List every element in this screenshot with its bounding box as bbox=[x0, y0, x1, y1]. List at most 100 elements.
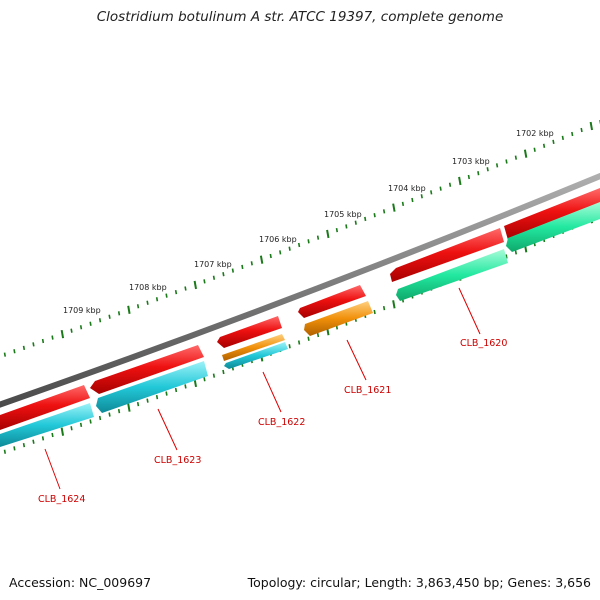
scale-tick-inner bbox=[203, 377, 206, 382]
scale-tick-outer bbox=[533, 147, 536, 152]
scale-tick-inner bbox=[51, 432, 54, 438]
label-line bbox=[44, 448, 61, 490]
cds-feature[interactable] bbox=[0, 403, 94, 447]
scale-tick-outer bbox=[288, 246, 291, 251]
cds-feature[interactable] bbox=[224, 342, 288, 369]
scale-tick-inner bbox=[41, 436, 45, 441]
scale-tick-outer bbox=[279, 250, 282, 255]
label-line bbox=[157, 408, 178, 451]
scale-tick-outer bbox=[561, 135, 564, 141]
cds-feature[interactable] bbox=[90, 345, 204, 394]
scale-tick-inner bbox=[316, 332, 320, 338]
gene-labels: CLB_1620 CLB_1621 CLB_1622 CLB_1623 CLB_… bbox=[38, 338, 507, 505]
scale-tick-inner bbox=[136, 401, 140, 407]
scale-tick-outer bbox=[193, 280, 198, 290]
scale-tick-outer bbox=[364, 216, 367, 222]
scale-tick-outer bbox=[70, 328, 73, 333]
gene-label-lines bbox=[44, 287, 481, 490]
scale-tick-outer bbox=[411, 197, 414, 203]
scale-tick-outer bbox=[392, 203, 396, 212]
scale-tick-outer bbox=[448, 182, 452, 187]
scale-tick-inner bbox=[3, 449, 7, 454]
scale-tick-outer bbox=[231, 268, 235, 273]
scale-tick-outer bbox=[439, 186, 442, 191]
scale-tick-outer bbox=[79, 325, 83, 330]
scale-tick-outer bbox=[136, 304, 140, 309]
scale-tick-outer bbox=[3, 352, 7, 357]
cds-feature[interactable] bbox=[304, 301, 373, 336]
cds-feature[interactable] bbox=[217, 316, 282, 348]
scale-tick-inner bbox=[32, 439, 35, 444]
scale-tick-inner bbox=[60, 427, 65, 436]
scale-tick-outer bbox=[108, 314, 111, 319]
scale-tick-outer bbox=[523, 149, 528, 158]
scale-tick-outer bbox=[203, 279, 206, 284]
scale-tick-inner bbox=[108, 412, 111, 417]
kbp-label-1706: 1706 kbp bbox=[259, 235, 297, 244]
scale-tick-outer bbox=[184, 286, 187, 291]
scale-tick-outer bbox=[589, 121, 594, 131]
scale-tick-outer bbox=[32, 342, 35, 347]
scale-tick-outer bbox=[571, 131, 574, 137]
scale-tick-outer bbox=[60, 329, 65, 339]
scale-tick-inner bbox=[222, 369, 225, 375]
scale-tick-outer bbox=[495, 163, 499, 168]
label-line bbox=[262, 371, 282, 413]
cds-feature[interactable] bbox=[222, 334, 285, 361]
kbp-label-1708: 1708 kbp bbox=[129, 283, 167, 292]
map-title: Clostridium botulinum A str. ATCC 19397,… bbox=[96, 9, 504, 25]
cds-feature[interactable] bbox=[96, 361, 208, 413]
scale-tick-outer bbox=[514, 155, 518, 160]
scale-tick-outer bbox=[22, 345, 26, 350]
scale-tick-outer bbox=[297, 242, 301, 248]
scale-tick-outer bbox=[430, 190, 433, 195]
cds-feature[interactable] bbox=[0, 385, 90, 430]
cds-feature[interactable] bbox=[390, 228, 504, 282]
scale-tick-outer bbox=[89, 321, 92, 326]
cds-feature[interactable] bbox=[504, 188, 600, 240]
scale-tick-inner bbox=[22, 442, 26, 448]
scale-tick-inner bbox=[288, 344, 291, 349]
kbp-label-1705: 1705 kbp bbox=[324, 210, 362, 219]
scale-tick-outer bbox=[486, 167, 489, 172]
kbp-label-1704: 1704 kbp bbox=[388, 184, 426, 193]
cds-feature[interactable] bbox=[298, 285, 366, 318]
scale-tick-outer bbox=[155, 297, 159, 302]
scale-tick-inner bbox=[127, 403, 131, 412]
label-line bbox=[458, 287, 481, 335]
scale-tick-inner bbox=[174, 387, 178, 393]
scale-tick-outer bbox=[382, 209, 386, 214]
scale-tick-outer bbox=[269, 253, 272, 259]
cds-feature[interactable] bbox=[506, 202, 600, 252]
gene-label-clb-1624[interactable]: CLB_1624 bbox=[38, 494, 85, 505]
scale-tick-outer bbox=[165, 293, 168, 298]
kbp-label-1703: 1703 kbp bbox=[452, 157, 490, 166]
scale-tick-outer bbox=[174, 289, 178, 295]
kbp-labels: 1702 kbp 1703 kbp 1704 kbp 1705 kbp 1706… bbox=[63, 129, 554, 315]
scale-tick-outer bbox=[373, 213, 376, 218]
gene-label-clb-1620[interactable]: CLB_1620 bbox=[460, 338, 507, 349]
scale-tick-inner bbox=[89, 419, 92, 424]
scale-tick-outer bbox=[458, 176, 462, 186]
scale-tick-outer bbox=[326, 229, 330, 239]
scale-tick-inner bbox=[13, 446, 16, 451]
scale-tick-outer bbox=[13, 349, 16, 354]
accession-text: Accession: NC_009697 bbox=[9, 575, 152, 590]
scale-tick-inner bbox=[184, 384, 187, 389]
scale-tick-inner bbox=[505, 254, 508, 259]
scale-tick-outer bbox=[222, 272, 225, 277]
scale-tick-inner bbox=[392, 300, 396, 309]
scale-tick-outer bbox=[241, 264, 244, 270]
cds-feature[interactable] bbox=[396, 249, 508, 301]
scale-tick-outer bbox=[542, 143, 546, 148]
kbp-label-1707: 1707 kbp bbox=[194, 260, 232, 269]
scale-tick-inner bbox=[297, 340, 301, 345]
gene-label-clb-1622[interactable]: CLB_1622 bbox=[258, 417, 305, 428]
scale-tick-outer bbox=[117, 311, 121, 316]
gene-label-clb-1621[interactable]: CLB_1621 bbox=[344, 385, 391, 396]
gene-label-clb-1623[interactable]: CLB_1623 bbox=[154, 455, 201, 466]
scale-tick-outer bbox=[41, 338, 45, 344]
scale-tick-outer bbox=[98, 318, 102, 323]
scale-tick-outer bbox=[580, 127, 583, 133]
